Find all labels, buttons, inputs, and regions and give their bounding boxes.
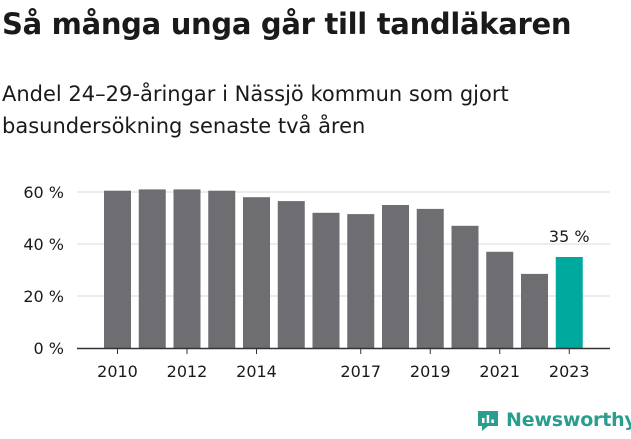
chat-bar-chart-icon xyxy=(478,411,498,431)
y-tick-label: 0 % xyxy=(34,339,64,358)
bar-chart: 0 % 20 % 40 % 60 % 2010 2012 2014 2017 2019 2021… xyxy=(23,183,610,381)
x-tick-label: 2023 xyxy=(549,362,590,381)
x-tick-label: 2017 xyxy=(340,362,381,381)
x-tick-label: 2012 xyxy=(167,362,208,381)
bar xyxy=(104,190,131,348)
highlight-data-label: 35 % xyxy=(549,227,590,246)
bar xyxy=(521,273,548,348)
bar xyxy=(138,189,166,348)
bar xyxy=(173,189,201,348)
chart-subtitle: Andel 24–29-åringar i Nässjö kommun som … xyxy=(2,82,509,138)
x-tick-label: 2021 xyxy=(479,362,520,381)
bar xyxy=(347,214,375,348)
bar xyxy=(486,251,514,348)
bar xyxy=(312,212,340,348)
y-tick-label: 40 % xyxy=(23,235,64,254)
y-axis-tick-labels: 0 % 20 % 40 % 60 % xyxy=(23,183,64,358)
bar-highlight xyxy=(555,257,583,348)
data-labels: 35 % xyxy=(549,227,590,246)
bars xyxy=(104,189,583,348)
bar xyxy=(243,197,270,348)
bar xyxy=(277,201,305,348)
y-tick-label: 20 % xyxy=(23,287,64,306)
bar xyxy=(208,190,236,348)
x-tick-label: 2010 xyxy=(97,362,138,381)
bar xyxy=(382,205,409,348)
x-tick-label: 2014 xyxy=(236,362,277,381)
newsworthy-logo: Newsworthy xyxy=(476,408,631,432)
x-axis-tick-labels: 2010 2012 2014 2017 2019 2021 2023 xyxy=(97,348,590,381)
chart-title: Så många unga går till tandläkaren xyxy=(2,7,572,41)
logo-text: Newsworthy xyxy=(506,409,631,431)
bar xyxy=(416,208,444,348)
y-tick-label: 60 % xyxy=(23,183,64,202)
x-tick-label: 2019 xyxy=(410,362,451,381)
bar xyxy=(451,225,479,348)
